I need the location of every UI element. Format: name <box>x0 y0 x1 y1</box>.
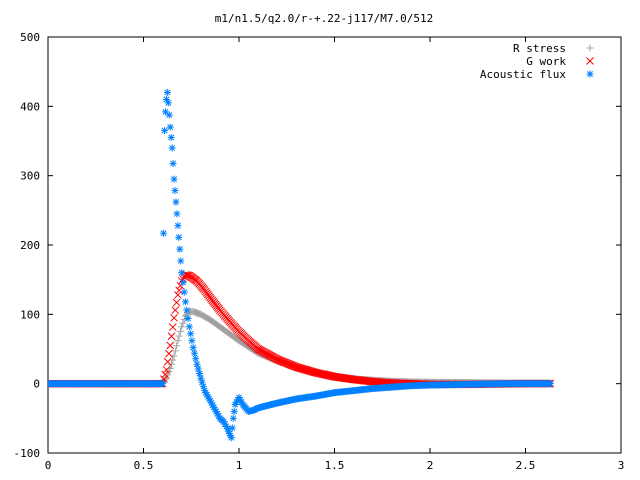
data-point <box>167 332 176 341</box>
data-point <box>168 360 176 368</box>
data-point <box>188 337 196 345</box>
y-tick-label: 400 <box>20 100 40 113</box>
legend-label: G work <box>526 55 566 68</box>
data-point <box>169 356 177 364</box>
data-point <box>166 341 175 350</box>
data-point <box>192 355 200 363</box>
x-tick-label: 2 <box>427 459 434 472</box>
x-tick-label: 0 <box>45 459 52 472</box>
data-point <box>177 257 185 265</box>
data-point <box>169 160 177 168</box>
data-point <box>172 198 180 206</box>
y-tick-label: 500 <box>20 31 40 44</box>
data-point <box>171 187 179 195</box>
data-point <box>182 298 190 306</box>
data-point <box>179 319 187 327</box>
legend-label: R stress <box>513 42 566 55</box>
data-point <box>170 175 178 183</box>
data-point <box>184 314 192 322</box>
data-point <box>167 134 175 142</box>
data-point <box>159 380 167 388</box>
y-tick-label: 100 <box>20 308 40 321</box>
chart-title: m1/n1.5/q2.0/r-+.22-j117/M7.0/512 <box>215 12 434 25</box>
data-point <box>189 344 197 352</box>
data-point <box>194 365 202 373</box>
data-point <box>178 323 186 331</box>
data-point <box>165 349 173 358</box>
data-point <box>163 88 171 96</box>
series-2 <box>48 88 554 442</box>
x-tick-label: 0.5 <box>134 459 154 472</box>
data-point <box>176 245 184 253</box>
data-point <box>180 288 188 296</box>
x-tick-label: 1 <box>236 459 243 472</box>
x-axis-ticks: 0 0.5 1 1.5 2 2.5 3 <box>45 37 625 472</box>
data-point <box>179 278 187 286</box>
data-point <box>175 332 183 340</box>
data-point <box>168 144 176 152</box>
y-tick-label: 0 <box>33 378 40 391</box>
data-point <box>174 291 182 299</box>
data-point <box>172 298 181 307</box>
data-point <box>160 229 168 237</box>
x-tick-label: 1.5 <box>325 459 345 472</box>
legend-marker <box>586 57 594 65</box>
data-point <box>193 360 201 368</box>
data-point <box>227 434 235 442</box>
legend-label: Acoustic flux <box>480 68 566 81</box>
data-point <box>170 313 178 322</box>
data-point <box>162 365 171 374</box>
data-point <box>183 306 191 314</box>
data-point <box>174 222 182 230</box>
data-point <box>163 357 172 366</box>
data-point <box>165 111 173 119</box>
data-point <box>171 347 179 355</box>
data-point <box>174 337 182 345</box>
data-point <box>173 210 181 218</box>
x-tick-label: 2.5 <box>516 459 536 472</box>
data-point <box>175 286 184 295</box>
data-point <box>164 99 172 107</box>
data-point <box>173 342 181 350</box>
data-point <box>161 370 170 379</box>
data-point <box>166 123 174 131</box>
data-point <box>185 323 193 331</box>
data-point <box>187 330 195 338</box>
y-tick-label: 300 <box>20 170 40 183</box>
data-point <box>228 424 236 432</box>
y-tick-label: 200 <box>20 239 40 252</box>
data-point <box>229 414 237 422</box>
data-point <box>190 349 198 357</box>
series-1 <box>48 270 555 389</box>
data-point <box>161 127 169 135</box>
data-point <box>176 327 184 335</box>
y-tick-label: -100 <box>14 447 41 460</box>
legend-marker <box>586 70 594 78</box>
data-point <box>168 323 177 331</box>
data-point <box>230 407 238 415</box>
data-point <box>196 369 204 377</box>
series-0 <box>48 308 554 388</box>
x-tick-label: 3 <box>618 459 625 472</box>
data-point <box>171 306 180 315</box>
data-point <box>546 380 554 388</box>
legend-marker <box>586 44 594 52</box>
data-point <box>175 233 183 241</box>
y-axis-ticks: -100 0 100 200 300 400 500 <box>14 31 621 460</box>
data-point <box>178 269 186 277</box>
series-layer <box>48 88 555 442</box>
